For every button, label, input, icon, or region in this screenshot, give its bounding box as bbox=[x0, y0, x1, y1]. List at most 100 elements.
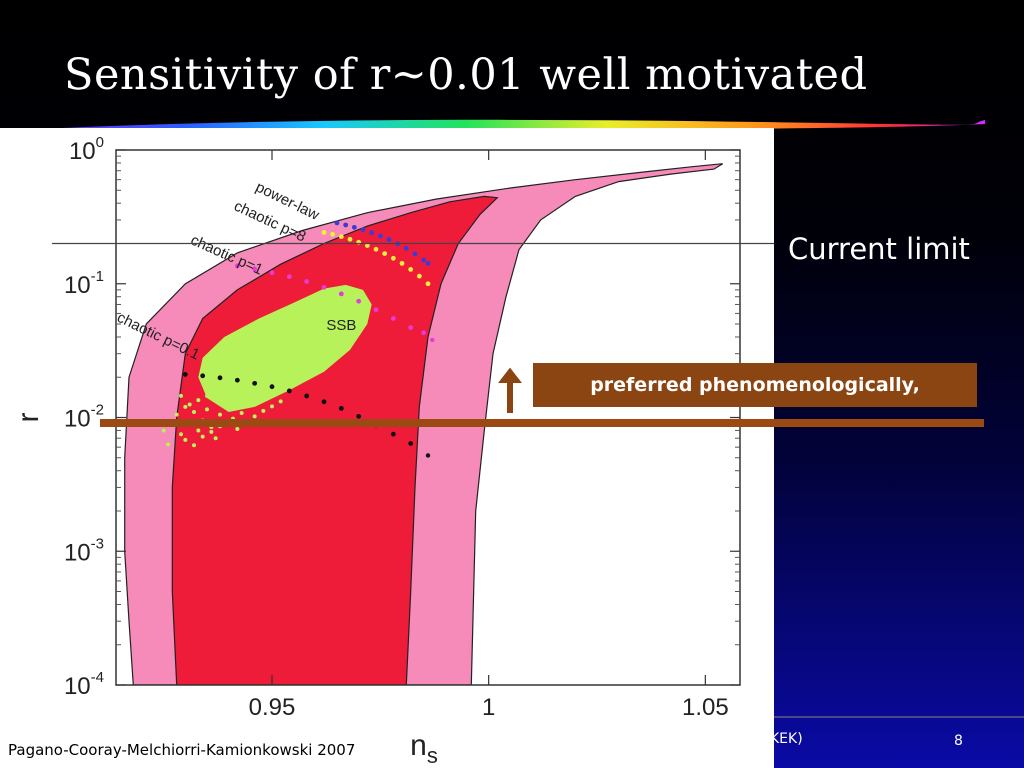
series-2-point bbox=[252, 266, 258, 272]
ssb-point bbox=[239, 379, 244, 384]
series-2-point bbox=[338, 291, 344, 297]
threshold-line bbox=[100, 419, 984, 427]
series-0-point bbox=[386, 237, 392, 242]
y-tick-label: 10-4 bbox=[64, 669, 104, 700]
ssb-point bbox=[283, 365, 287, 370]
ssb-point bbox=[239, 411, 244, 416]
series-2-point bbox=[321, 284, 327, 290]
ssb-point bbox=[252, 414, 257, 419]
citation: Pagano-Cooray-Melchiorri-Kamionkowski 20… bbox=[8, 741, 356, 759]
ssb-point bbox=[213, 436, 218, 441]
series-0-point bbox=[377, 233, 383, 239]
series-3-point bbox=[217, 375, 223, 381]
ssb-label: SSB bbox=[326, 317, 356, 334]
figure-panel: 0.95 1 1.05 100 10-1 10-2 10-3 10-4 ns r power-law… bbox=[0, 128, 774, 768]
series-1-point bbox=[399, 260, 405, 266]
ssb-point bbox=[274, 368, 279, 373]
outlier-point bbox=[430, 337, 435, 343]
series-0-point bbox=[343, 222, 349, 228]
ssb-point bbox=[183, 404, 188, 409]
series-3-point bbox=[304, 393, 310, 399]
footer-rule bbox=[774, 716, 1024, 718]
series-0-point bbox=[425, 260, 431, 266]
contour-68-region bbox=[171, 195, 499, 685]
ssb-point bbox=[257, 373, 261, 378]
series-0-point bbox=[334, 220, 340, 226]
ssb-point bbox=[205, 407, 209, 412]
ssb-point bbox=[209, 429, 214, 434]
series-1-point bbox=[425, 281, 431, 287]
ssb-point bbox=[270, 404, 274, 409]
ssb-point bbox=[183, 437, 188, 442]
current-limit-label: Current limit bbox=[788, 232, 970, 266]
footer-text: KEK) bbox=[770, 731, 803, 747]
series-2-point bbox=[286, 274, 292, 280]
ssb-point bbox=[196, 398, 201, 403]
ssb-point bbox=[213, 390, 218, 395]
y-tick-label: 100 bbox=[69, 134, 104, 165]
series-1-point bbox=[364, 243, 370, 248]
series-0-point bbox=[412, 251, 418, 257]
y-tick-label: 10-3 bbox=[64, 535, 104, 566]
ssb-point bbox=[192, 409, 196, 414]
ssb-point bbox=[226, 405, 231, 410]
ssb-point bbox=[261, 408, 266, 413]
series-3-point bbox=[234, 377, 240, 383]
slide-title: Sensitivity of r~0.01 well motivated bbox=[64, 50, 868, 100]
series-2-point bbox=[234, 263, 240, 269]
series-2-point bbox=[269, 270, 275, 276]
series-2-point bbox=[421, 330, 427, 336]
series-3-point bbox=[408, 441, 414, 446]
ssb-point bbox=[222, 386, 227, 391]
series-3-point bbox=[286, 388, 292, 394]
ssb-point bbox=[196, 428, 201, 433]
series-3-point bbox=[200, 373, 206, 379]
series-3-point bbox=[252, 380, 258, 386]
ssb-point bbox=[248, 402, 253, 407]
series-1-point bbox=[382, 251, 388, 257]
series-1-point bbox=[338, 234, 344, 240]
series-3-point bbox=[390, 431, 396, 437]
y-tick-label: 10-2 bbox=[64, 402, 104, 433]
series-1-point bbox=[321, 230, 327, 235]
series-0-point bbox=[360, 227, 366, 233]
preferred-callout: preferred phenomenologically, bbox=[533, 363, 977, 407]
series-1-point bbox=[373, 246, 379, 252]
series-2-point bbox=[373, 307, 379, 313]
series-3-point bbox=[321, 399, 327, 405]
y-tick-label: 10-1 bbox=[64, 268, 104, 299]
up-arrow-icon bbox=[493, 364, 527, 415]
ssb-point bbox=[235, 392, 240, 397]
series-0-point bbox=[369, 230, 375, 236]
series-1-point bbox=[408, 267, 414, 272]
ssb-point bbox=[192, 443, 196, 448]
rainbow-divider bbox=[40, 119, 985, 130]
series-0-point bbox=[351, 224, 357, 230]
x-axis-label: ns bbox=[410, 729, 438, 768]
y-axis-label: r bbox=[12, 413, 45, 423]
series-3-point bbox=[269, 384, 275, 390]
ssb-point bbox=[205, 393, 209, 398]
ssb-point bbox=[274, 391, 279, 396]
ssb-point bbox=[235, 427, 240, 432]
series-0-point bbox=[403, 245, 409, 251]
series-1-point bbox=[390, 255, 396, 261]
x-tick-label: 1.05 bbox=[682, 694, 729, 721]
series-2-point bbox=[304, 279, 310, 284]
ssb-point bbox=[257, 398, 261, 403]
outlier-point bbox=[425, 453, 431, 458]
ssb-point bbox=[265, 395, 270, 400]
series-3-point bbox=[182, 372, 188, 377]
series-0-point bbox=[421, 257, 427, 263]
ssb-point bbox=[179, 393, 183, 398]
ssb-point bbox=[200, 434, 205, 439]
series-3-point bbox=[338, 405, 344, 411]
x-tick-label: 1 bbox=[482, 694, 495, 721]
ssb-point bbox=[218, 412, 222, 417]
series-1-point bbox=[416, 273, 422, 279]
ssb-point bbox=[161, 428, 166, 433]
ssb-point bbox=[231, 382, 235, 387]
series-1-point bbox=[347, 236, 353, 242]
series-3-point bbox=[356, 413, 362, 419]
ssb-point bbox=[265, 371, 270, 376]
